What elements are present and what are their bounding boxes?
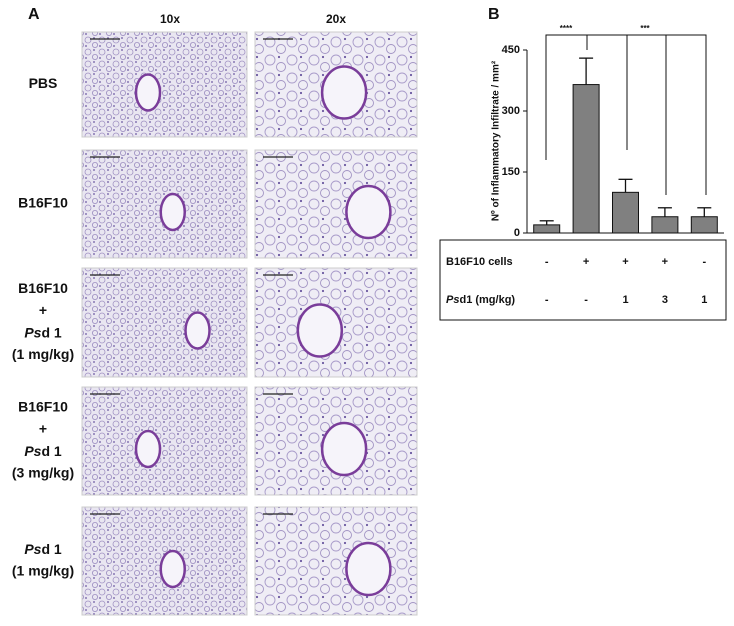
micrograph <box>81 386 248 496</box>
significance: **** <box>560 24 573 33</box>
table-cell: 3 <box>662 294 668 306</box>
micrograph <box>254 149 418 259</box>
column-header: 10x <box>160 12 180 26</box>
airway <box>345 184 392 240</box>
error-bar <box>618 178 633 193</box>
airway <box>184 311 211 350</box>
y-tick-label: 450 <box>502 44 520 56</box>
row-label: B16F10 <box>18 195 68 211</box>
micrograph <box>254 506 418 616</box>
table-row-label-part: d1 (mg/kg) <box>459 294 515 306</box>
row-label-part: d 1 <box>41 541 61 557</box>
bar <box>612 191 639 234</box>
error-bar <box>579 57 594 85</box>
row-label: Psd 1 <box>24 324 62 340</box>
y-axis-label: Nº of Inflammatory Infiltrate / mm² <box>491 60 502 221</box>
row-label: (1 mg/kg) <box>12 563 74 579</box>
table-cell: + <box>622 256 628 268</box>
row-label: Psd 1 <box>24 443 62 459</box>
y-tick-label: 150 <box>502 166 520 178</box>
row-label-part: Ps <box>24 324 41 340</box>
table-cell: + <box>583 256 589 268</box>
row-label-part: d 1 <box>41 443 61 459</box>
panel-b: B Nº of Inflammatory Infiltrate / mm² **… <box>439 6 727 321</box>
row-label: Psd 1 <box>24 541 62 557</box>
airway <box>159 549 186 589</box>
significance: *** <box>640 24 650 33</box>
panel-a: A 10x 20x <box>28 6 346 26</box>
table-row-label: B16F10 cells <box>446 256 513 268</box>
table-cell: - <box>545 294 549 306</box>
table-row-label-part: Ps <box>446 294 459 306</box>
bar <box>572 84 600 234</box>
airway <box>320 421 368 477</box>
bar <box>533 224 561 234</box>
airway <box>296 303 344 358</box>
micrograph <box>81 31 248 138</box>
row-label: B16F10 <box>18 399 68 415</box>
table-row-label: Psd1 (mg/kg) <box>446 294 515 306</box>
column-header: 20x <box>326 12 346 26</box>
error-bar <box>697 207 712 217</box>
airway <box>134 73 162 112</box>
row-label-part: d 1 <box>41 324 61 340</box>
row-label: B16F10 <box>18 280 68 296</box>
table-row-label-part: B16F10 cells <box>446 256 513 268</box>
y-tick-label: 300 <box>502 105 520 117</box>
table-cell: + <box>662 256 668 268</box>
row-label: PBS <box>29 75 58 91</box>
row-label: + <box>39 421 47 437</box>
table-cell: - <box>702 256 706 268</box>
significance-brackets <box>545 34 707 195</box>
bar <box>690 216 718 234</box>
row-label: + <box>39 302 47 318</box>
row-label: (1 mg/kg) <box>12 346 74 362</box>
row-label-part: Ps <box>24 541 41 557</box>
table-cell: 1 <box>622 294 628 306</box>
row-label-part: Ps <box>24 443 41 459</box>
table-cell: 1 <box>701 294 707 306</box>
table-cell: - <box>584 294 588 306</box>
condition-table <box>439 239 727 321</box>
airway <box>134 429 162 469</box>
bar <box>651 216 679 234</box>
panel-label: B <box>488 6 500 23</box>
table-cell: - <box>545 256 549 268</box>
error-bar <box>539 220 554 225</box>
error-bar <box>657 207 672 217</box>
airway <box>345 541 392 597</box>
y-tick-label: 0 <box>514 227 520 239</box>
row-label: (3 mg/kg) <box>12 465 74 481</box>
airway <box>159 192 186 232</box>
airway <box>320 65 368 120</box>
panel-label: A <box>28 6 40 23</box>
micrograph <box>81 267 248 378</box>
